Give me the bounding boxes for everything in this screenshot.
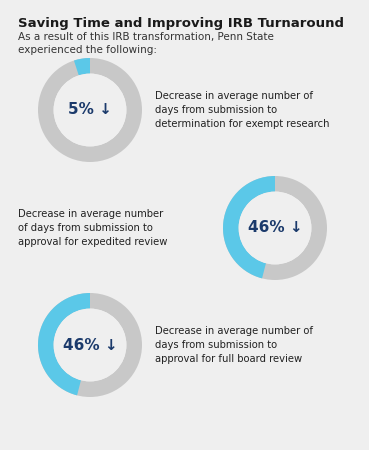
Circle shape (54, 74, 127, 146)
Text: 5% ↓: 5% ↓ (68, 103, 112, 117)
Text: Saving Time and Improving IRB Turnaround: Saving Time and Improving IRB Turnaround (18, 17, 344, 30)
Circle shape (54, 309, 127, 382)
Wedge shape (223, 176, 327, 280)
Text: Decrease in average number of
days from submission to
determination for exempt r: Decrease in average number of days from … (155, 90, 330, 130)
Text: Decrease in average number of
days from submission to
approval for full board re: Decrease in average number of days from … (155, 326, 313, 365)
Wedge shape (38, 58, 142, 162)
Text: 46% ↓: 46% ↓ (63, 338, 117, 352)
Wedge shape (74, 58, 90, 76)
Text: 46% ↓: 46% ↓ (248, 220, 302, 235)
Circle shape (239, 192, 311, 265)
Text: As a result of this IRB transformation, Penn State
experienced the following:: As a result of this IRB transformation, … (18, 32, 274, 55)
Wedge shape (38, 293, 90, 396)
Text: Decrease in average number
of days from submission to
approval for expedited rev: Decrease in average number of days from … (18, 209, 168, 248)
Wedge shape (38, 293, 142, 397)
Wedge shape (223, 176, 275, 279)
